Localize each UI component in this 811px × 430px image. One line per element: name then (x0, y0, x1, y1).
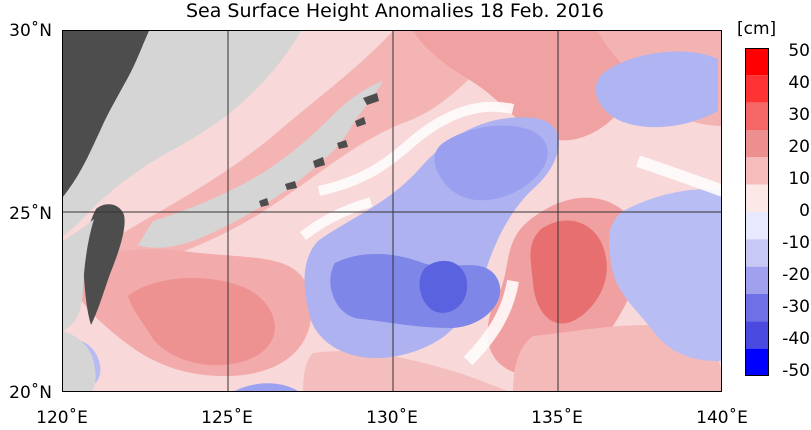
ssh-map[interactable] (62, 30, 722, 392)
negative-anomaly-east (609, 189, 721, 362)
zero-anomaly-band (636, 155, 721, 197)
colorbar-unit: [cm] (737, 19, 777, 39)
latitude-label: 20˚N (9, 383, 52, 403)
colorbar-tick-label: 20 (788, 137, 810, 157)
longitude-label: 135˚E (531, 408, 583, 428)
colorbar-band (745, 184, 769, 212)
zero-anomaly-band (299, 197, 373, 240)
ssh-field (63, 31, 721, 391)
colorbar-band (745, 212, 769, 240)
negative-anomaly-central-center (419, 260, 468, 313)
positive-anomaly-north (413, 31, 636, 141)
negative-anomaly-northeast (595, 51, 718, 128)
positive-anomaly-southwest-core (128, 278, 275, 366)
luzon-strait-mask (63, 331, 96, 391)
china-land (63, 31, 149, 197)
negative-anomaly-north-eddy (434, 125, 548, 201)
colorbar-tick-label: 40 (788, 73, 810, 93)
zero-anomaly-band (317, 101, 515, 196)
colorbar-tick-label: -20 (782, 265, 810, 285)
graticule (63, 31, 721, 391)
colorbar-band (745, 294, 769, 322)
colorbar-band (745, 157, 769, 185)
colorbar-band (745, 266, 769, 294)
zero-anomaly-band (463, 279, 519, 366)
taiwan-land (83, 204, 125, 325)
latitude-label: 25˚N (9, 204, 52, 224)
colorbar-tick-label: 0 (799, 201, 810, 221)
colorbar-tick-label: 30 (788, 105, 810, 125)
colorbar-band (745, 348, 769, 376)
negative-anomaly-south (234, 383, 298, 391)
longitude-label: 140˚E (696, 408, 748, 428)
colorbar-tick-label: -30 (782, 297, 810, 317)
ryukyu-ridge-mask (138, 81, 383, 248)
positive-anomaly-east-core (530, 220, 607, 324)
longitude-label: 125˚E (201, 408, 253, 428)
latitude-label: 30˚N (9, 21, 52, 41)
longitude-label: 130˚E (366, 408, 418, 428)
colorbar-band (745, 75, 769, 103)
colorbar-band (745, 130, 769, 158)
colorbar (745, 48, 769, 376)
colorbar-border (745, 48, 769, 376)
longitude-label: 120˚E (36, 408, 88, 428)
colorbar-band (745, 102, 769, 130)
ryukyu-islands (259, 93, 379, 207)
colorbar-tick-label: 50 (788, 41, 810, 61)
colorbar-tick-label: -40 (782, 329, 810, 349)
colorbar-tick-label: -10 (782, 233, 810, 253)
china-coastal-mask (63, 31, 301, 236)
colorbar-band (745, 321, 769, 349)
colorbar-band (745, 239, 769, 267)
taiwan-strait-mask (63, 219, 94, 331)
positive-anomaly-southcentral (303, 351, 508, 391)
colorbar-tick-label: -50 (782, 361, 810, 381)
colorbar-tick-label: 10 (788, 169, 810, 189)
map-title: Sea Surface Height Anomalies 18 Feb. 201… (186, 0, 604, 22)
colorbar-band (745, 48, 769, 76)
